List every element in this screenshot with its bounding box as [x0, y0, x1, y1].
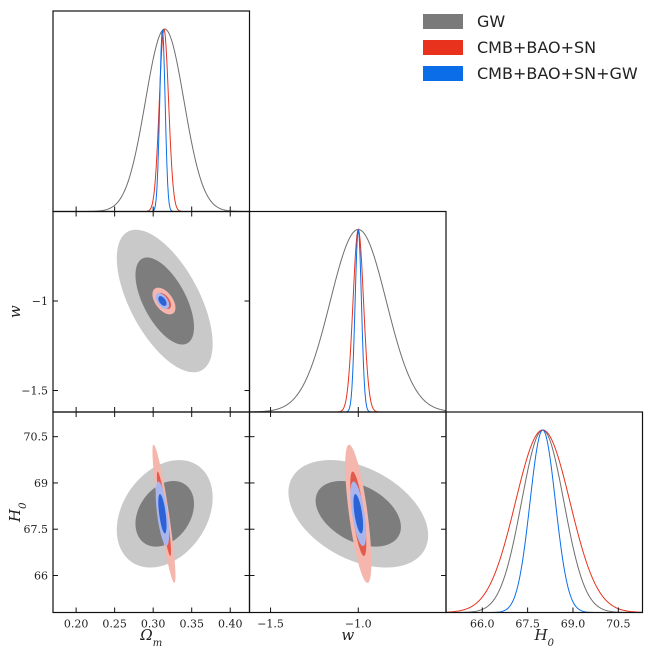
x-tick-label-w: −1.0	[345, 618, 372, 631]
panel-frame-r0-c0	[52, 10, 251, 213]
axis-label-w: w	[6, 305, 24, 318]
marginal-panel-om	[53, 28, 250, 212]
y-tick-label-h0: 69	[34, 477, 48, 490]
y-tick-label-h0: 67.5	[24, 523, 49, 536]
marginal-curve-gw	[249, 228, 447, 413]
panel-frames-layer	[52, 10, 644, 614]
contour-panel-om-w	[116, 229, 213, 373]
marginal-curve-gw	[446, 429, 643, 613]
legend-label-gw: GW	[477, 12, 505, 31]
contour-cmb-bao-sn-gw-1sigma	[158, 296, 167, 306]
contour-panel-w-h0	[288, 444, 429, 583]
marginal-curve-cmb-bao-sn	[249, 228, 446, 413]
contour-cmb-bao-sn-gw-1sigma	[158, 494, 167, 534]
ticks-layer	[53, 206, 619, 613]
contour-layer	[116, 229, 429, 583]
x-tick-label-om: 0.40	[218, 618, 243, 631]
x-tick-label-om: 0.20	[64, 618, 89, 631]
axis-label-h0: H0	[6, 502, 29, 523]
legend-label-cmb-bao-sn-gw: CMB+BAO+SN+GW	[477, 64, 638, 83]
x-tick-label-om: 0.35	[179, 618, 204, 631]
x-tick-label-h0: 70.5	[606, 618, 631, 631]
panel-frame-r2-c2	[445, 411, 644, 614]
marginal-panel-h0	[445, 429, 643, 613]
x-tick-label-om: 0.30	[141, 618, 166, 631]
y-tick-label-w: −1	[32, 295, 48, 308]
legend-swatch-cmb-bao-sn-gw	[423, 66, 463, 81]
y-tick-label-w: −1.5	[21, 385, 48, 398]
marginal-curve-cmb-bao-sn-gw	[446, 429, 643, 613]
marginal-curve-cmb-bao-sn	[53, 29, 250, 212]
axis-label-h0: H0	[534, 626, 555, 649]
marginal-curve-cmb-bao-sn	[445, 429, 643, 613]
x-tick-label-w: −1.5	[257, 618, 284, 631]
x-tick-label-h0: 69.0	[561, 618, 586, 631]
marginal-curve-cmb-bao-sn-gw	[53, 29, 250, 212]
labels-layer: 0.20 0.25 0.30 0.35 0.40 −1.5 −1.0 66.0 67.5 69.0…	[6, 295, 631, 648]
legend-swatch-gw	[423, 14, 463, 29]
axis-label-w: w	[341, 626, 354, 644]
contour-panel-om-h0	[116, 444, 213, 583]
contour-cmb-bao-sn-gw-1sigma	[353, 494, 364, 534]
legend-swatch-cmb-bao-sn	[423, 40, 463, 55]
legend: GW CMB+BAO+SN CMB+BAO+SN+GW	[423, 12, 638, 83]
x-tick-label-om: 0.25	[102, 618, 127, 631]
x-tick-label-h0: 66.0	[470, 618, 495, 631]
y-tick-label-h0: 70.5	[24, 431, 49, 444]
legend-label-cmb-bao-sn: CMB+BAO+SN	[477, 38, 596, 57]
marginal-curve-gw	[53, 28, 250, 212]
marginal-panel-w	[249, 228, 447, 413]
x-tick-label-h0: 67.5	[515, 618, 540, 631]
y-tick-label-h0: 66	[34, 569, 48, 582]
